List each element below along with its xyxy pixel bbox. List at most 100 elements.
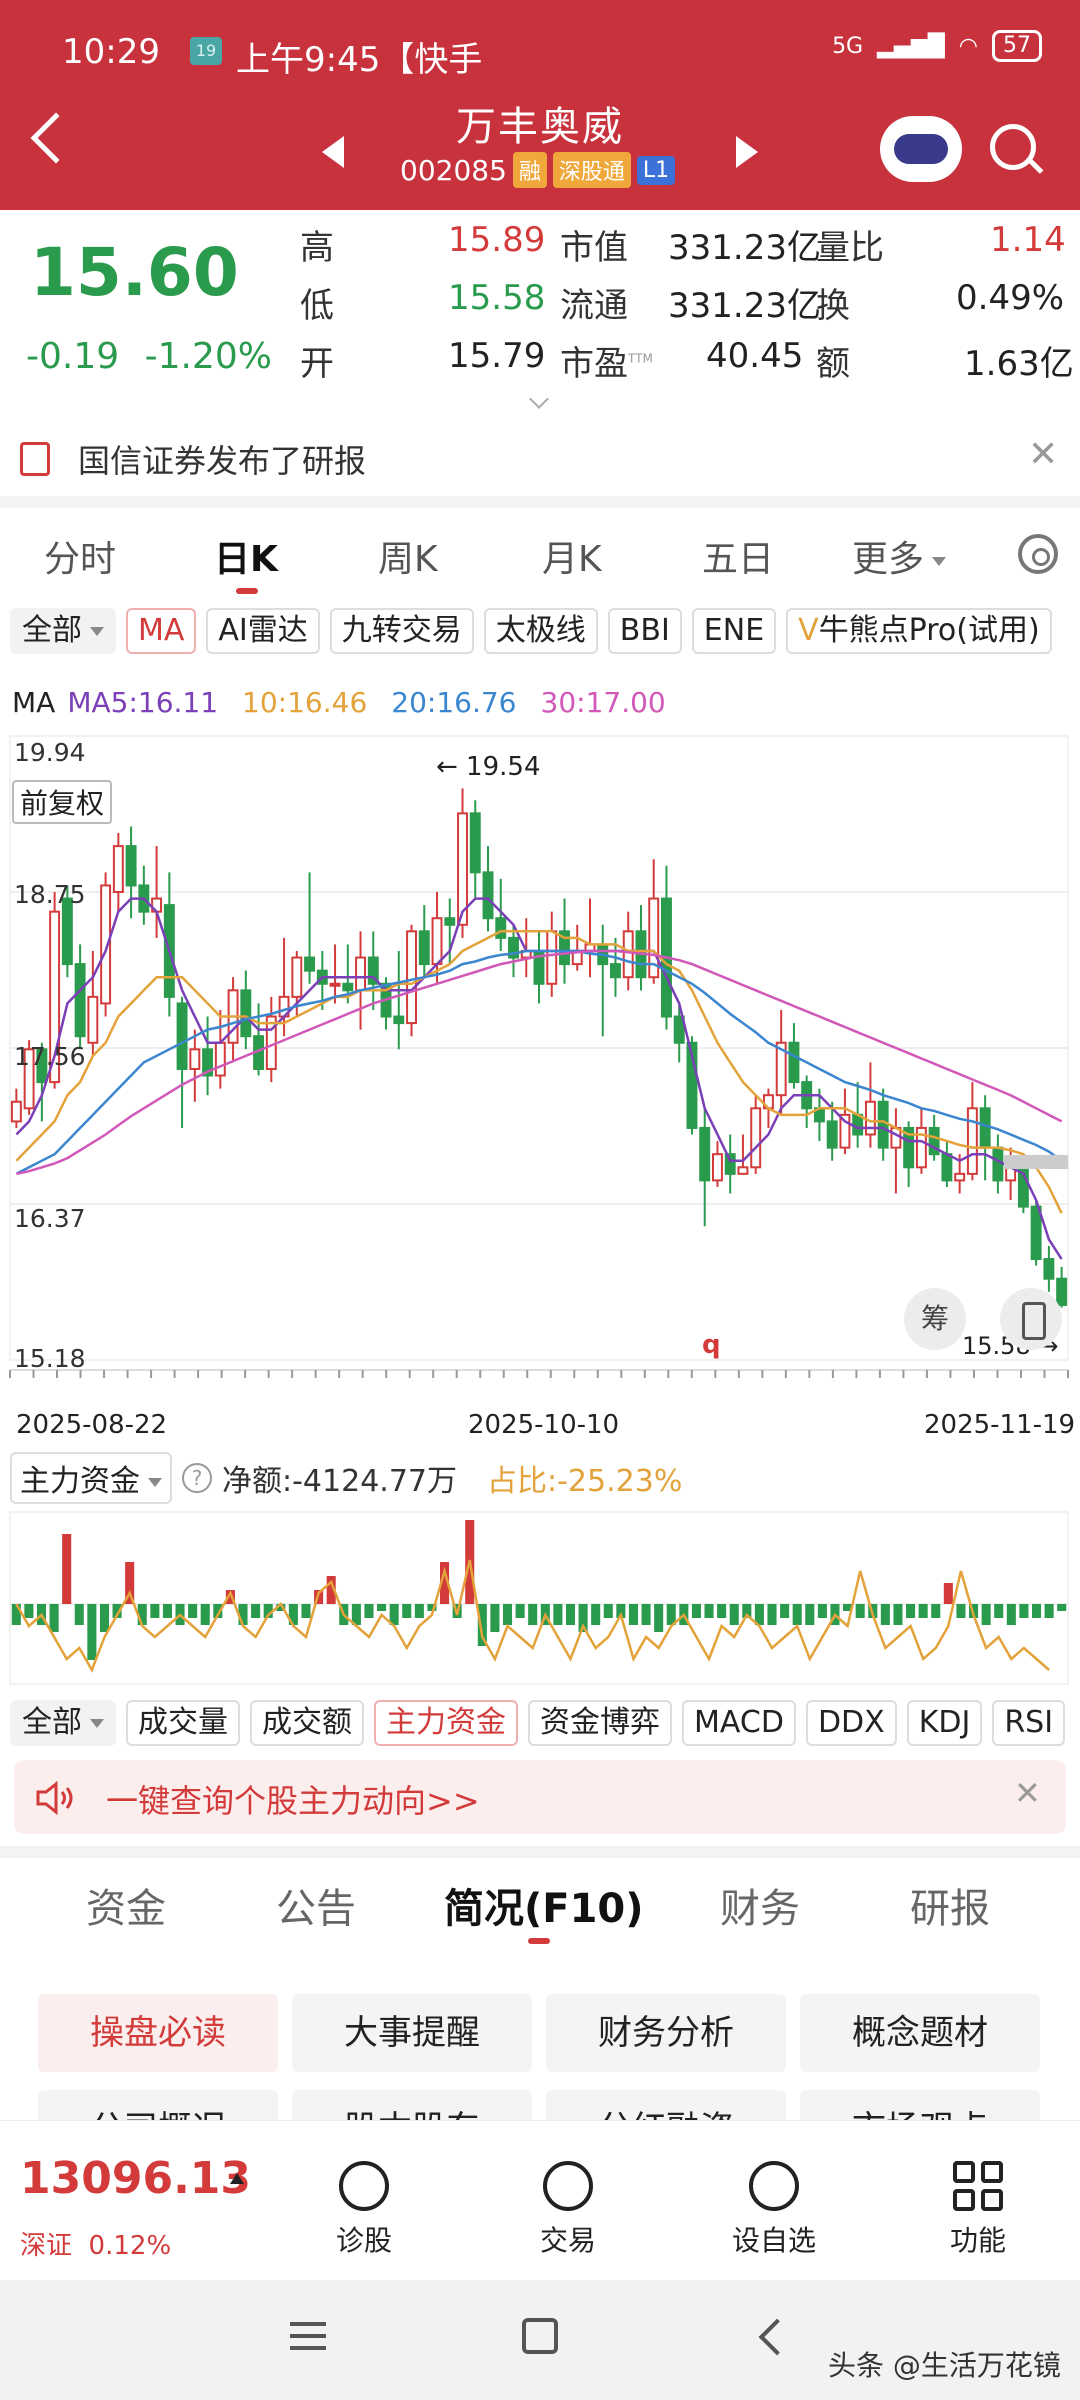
tab-funds[interactable]: 资金: [86, 1886, 166, 1932]
fund-flow-bar: [565, 1604, 576, 1625]
tab-intraday[interactable]: 分时: [44, 539, 117, 580]
indicator-main-fund[interactable]: 主力资金: [374, 1700, 518, 1746]
expand-chevron-icon[interactable]: [529, 389, 549, 409]
fund-flow-bar: [616, 1604, 626, 1618]
indicator-ai-radar[interactable]: AI雷达: [206, 608, 320, 654]
tab-daily-k[interactable]: 日K: [214, 539, 278, 580]
fund-flow-bar: [440, 1562, 450, 1604]
ma-legend-title: MA: [12, 686, 56, 719]
candle-body: [508, 936, 519, 959]
indicator-rsi[interactable]: RSI: [992, 1700, 1066, 1746]
indicator-macd[interactable]: MACD: [682, 1700, 796, 1746]
nav-functions[interactable]: 功能: [918, 2161, 1038, 2259]
promo-banner[interactable]: 一键查询个股主力动向>> ✕: [14, 1760, 1066, 1834]
search-icon[interactable]: [990, 124, 1036, 170]
tab-weekly-k[interactable]: 周K: [378, 539, 438, 580]
fund-flow-chart[interactable]: [0, 1508, 1080, 1688]
back-icon[interactable]: [758, 2318, 796, 2356]
tab-research[interactable]: 研报: [910, 1886, 990, 1932]
fund-flow-bar: [112, 1604, 122, 1618]
volume-ratio-value: 1.14: [990, 220, 1066, 260]
fund-flow-select[interactable]: 主力资金: [10, 1452, 172, 1504]
candle-body: [469, 812, 481, 874]
must-read-button[interactable]: 操盘必读: [38, 1994, 278, 2072]
sub-indicator-all-select[interactable]: 全部: [10, 1700, 116, 1746]
gear-icon[interactable]: [1018, 534, 1058, 574]
indicator-ddx[interactable]: DDX: [805, 1700, 897, 1746]
indicator-ene[interactable]: ENE: [691, 608, 777, 654]
indicator-nine-turn[interactable]: 九转交易: [329, 608, 474, 654]
tab-more[interactable]: 更多: [852, 530, 947, 582]
max-price-label: ← 19.54: [436, 752, 541, 782]
fund-flow-bar: [767, 1604, 777, 1625]
nav-add-watchlist[interactable]: 设自选: [714, 2161, 834, 2259]
fund-flow-bar: [162, 1604, 172, 1618]
home-icon[interactable]: [522, 2318, 558, 2354]
system-nav-bar: [0, 2280, 1080, 2400]
events-button[interactable]: 大事提醒: [292, 1994, 532, 2072]
tab-announcements[interactable]: 公告: [276, 1886, 356, 1932]
candlestick-chart[interactable]: [0, 730, 1080, 1380]
fund-flow-bar: [880, 1604, 890, 1625]
indicator-ma[interactable]: MA: [126, 608, 197, 654]
indicator-taiji[interactable]: 太极线: [483, 608, 598, 654]
fund-flow-bar: [956, 1604, 966, 1618]
nav-trade[interactable]: 交易: [508, 2161, 628, 2259]
indicator-all-select[interactable]: 全部: [10, 608, 116, 654]
grid-icon: [953, 2161, 1003, 2211]
index-value[interactable]: 13096.13: [20, 2153, 252, 2204]
indicator-bbi[interactable]: BBI: [607, 608, 682, 654]
chevron-down-icon: [932, 556, 947, 566]
active-tab-underline: [528, 1938, 550, 1944]
concepts-button[interactable]: 概念题材: [800, 1994, 1040, 2072]
fund-flow-bar: [150, 1604, 160, 1618]
fund-flow-bar: [225, 1590, 235, 1604]
adjust-mode-badge[interactable]: 前复权: [12, 780, 113, 824]
financial-analysis-button[interactable]: 财务分析: [546, 1994, 786, 2072]
tab-f10-overview[interactable]: 简况(F10): [444, 1886, 644, 1932]
candle-body: [622, 930, 634, 979]
y-tick-label: 16.37: [14, 1204, 86, 1233]
candle-body: [418, 930, 430, 966]
tab-five-day[interactable]: 五日: [702, 539, 775, 580]
fund-flow-bar: [263, 1604, 273, 1618]
landscape-icon[interactable]: [1000, 1288, 1062, 1350]
last-price: 15.60: [30, 234, 239, 311]
help-icon[interactable]: ?: [182, 1463, 212, 1493]
candle-body: [10, 1100, 22, 1123]
divider: [0, 1846, 1080, 1858]
indicator-fund-game[interactable]: 资金博弈: [528, 1700, 672, 1746]
nav-functions-label: 功能: [949, 2224, 1006, 2257]
candle-body: [750, 1107, 762, 1169]
recents-icon[interactable]: [290, 2322, 326, 2358]
status-indicators: 5G ▂▄▆█ ◠ 57: [832, 30, 1042, 62]
high-label: 高: [300, 228, 334, 268]
close-icon[interactable]: ✕: [1014, 1774, 1041, 1812]
chip-distribution-button[interactable]: 筹: [904, 1288, 966, 1350]
fund-flow-bar: [691, 1604, 701, 1618]
level-tag: L1: [636, 155, 676, 185]
mktcap-value: 331.23亿: [668, 228, 821, 268]
fund-flow-bar: [125, 1562, 135, 1604]
pulse-icon: [339, 2161, 389, 2211]
candle-body: [355, 956, 367, 992]
fund-flow-bar: [87, 1604, 97, 1660]
news-banner[interactable]: 国信证券发布了研报 ✕: [0, 420, 1080, 496]
next-stock-icon[interactable]: [736, 136, 758, 168]
indicator-bull-bear-pro[interactable]: V牛熊点Pro(试用): [786, 608, 1052, 654]
indicator-turnover-amount[interactable]: 成交额: [250, 1700, 364, 1746]
net-ratio: 占比:-25.23%: [487, 1464, 683, 1499]
indicator-kdj[interactable]: KDJ: [906, 1700, 983, 1746]
tab-financials[interactable]: 财务: [720, 1886, 800, 1932]
close-icon[interactable]: ✕: [1028, 434, 1059, 475]
margin-tag: 融: [512, 152, 547, 188]
indicator-volume[interactable]: 成交量: [126, 1700, 240, 1746]
amount-value: 1.63亿: [964, 344, 1074, 384]
fund-flow-line: [15, 1559, 1050, 1673]
tab-monthly-k[interactable]: 月K: [542, 539, 602, 580]
robot-assistant-icon[interactable]: [880, 116, 962, 182]
prev-stock-icon[interactable]: [322, 136, 344, 168]
candle-body: [214, 1041, 226, 1077]
nav-diagnose[interactable]: 诊股: [304, 2161, 424, 2259]
wifi-icon: ◠: [958, 33, 978, 59]
